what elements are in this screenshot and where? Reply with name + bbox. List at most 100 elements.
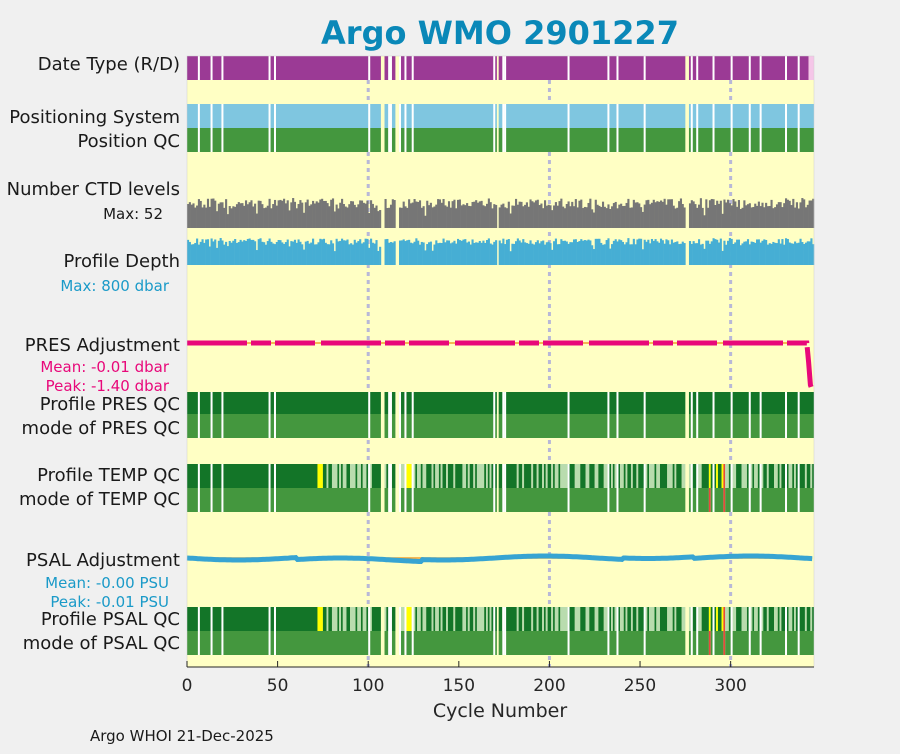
row-profile-depth-bar-268	[672, 242, 675, 265]
row-profile-depth-bar-34	[248, 238, 251, 265]
row-profile-depth-bar-74	[321, 239, 324, 265]
row-position-qc-gap-13	[210, 128, 213, 152]
row-profile-depth-bar-184	[520, 242, 523, 265]
row-positioning-system-gap-111	[388, 104, 391, 128]
row-profile-depth-bar-325	[775, 243, 779, 265]
row-profile-temp-qc-segment-293	[717, 464, 722, 488]
row-ctd-levels-bar-304	[737, 200, 741, 228]
row-ctd-levels-bar-53	[283, 198, 286, 228]
row-mode-pres-qc-segment-121	[406, 414, 497, 438]
row-ctd-levels-bar-175	[504, 207, 507, 228]
row-ctd-levels-bar-199	[547, 204, 550, 228]
row-profile-psal-qc-segment-88	[346, 607, 351, 631]
row-profile-temp-qc-segment-289	[710, 464, 713, 488]
row-ctd-levels-bar-194	[538, 205, 541, 228]
row-ctd-levels-bar-183	[518, 201, 521, 228]
row-profile-depth-bar-304	[737, 239, 741, 265]
data-rows	[187, 56, 815, 655]
label-psal-adjustment: PSAL Adjustment	[26, 550, 180, 571]
row-date-type-segment-0	[187, 56, 381, 80]
row-positioning-system-gap-232	[607, 104, 610, 128]
row-ctd-levels-bar-75	[322, 200, 326, 228]
row-profile-temp-qc-segment-241	[623, 464, 626, 488]
row-date-type-gap-100	[368, 56, 371, 80]
row-mode-pres-qc-gap-210	[567, 414, 570, 438]
row-profile-psal-qc-segment-312	[752, 607, 755, 631]
row-profile-psal-qc-segment-75	[322, 607, 327, 631]
row-profile-psal-qc-segment-253	[645, 607, 648, 631]
row-mode-psal-qc-gap-19	[221, 631, 224, 655]
row-profile-pres-qc-gap-232	[607, 392, 610, 414]
row-profile-psal-qc-segment-345	[812, 607, 814, 631]
row-profile-depth-bar-266	[669, 244, 672, 265]
row-ctd-levels-bar-268	[672, 205, 675, 228]
row-profile-pres-qc-gap-174	[502, 392, 505, 414]
row-profile-depth-bar-90	[350, 243, 353, 265]
row-profile-depth-bar-330	[785, 238, 788, 265]
row-profile-depth-bar-239	[620, 240, 623, 265]
row-ctd-levels-bar-93	[355, 207, 358, 228]
row-ctd-levels-bar-100	[368, 213, 371, 228]
row-profile-temp-qc-segment-167	[489, 464, 492, 488]
row-profile-depth-bar-152	[462, 239, 465, 265]
row-ctd-levels-bar-54	[284, 203, 287, 228]
row-profile-psal-qc-segment-165	[486, 607, 488, 631]
row-positioning-system-gap-330	[785, 104, 788, 128]
row-ctd-levels-bar-92	[353, 204, 356, 228]
row-profile-depth-bar-8	[201, 239, 204, 265]
row-profile-temp-qc-gap-290	[712, 464, 715, 488]
row-profile-temp-qc-segment-230	[603, 464, 608, 488]
row-ctd-levels-bar-154	[466, 203, 469, 228]
row-ctd-levels-bar-200	[549, 205, 552, 228]
row-ctd-levels-bar-98	[364, 203, 367, 228]
row-ctd-levels-bar-239	[620, 203, 623, 228]
row-ctd-levels-bar-305	[739, 209, 742, 228]
row-ctd-levels-bar-118	[400, 207, 403, 228]
row-profile-depth-bar-253	[645, 241, 648, 265]
row-profile-depth-bar-53	[283, 243, 286, 265]
row-profile-depth-bar-168	[491, 244, 494, 265]
row-ctd-levels-bar-113	[391, 199, 394, 228]
row-date-type-gap-337	[797, 56, 800, 80]
row-profile-psal-qc-segment-137	[435, 607, 439, 631]
row-ctd-levels-bar-310	[748, 203, 751, 228]
row-mode-pres-qc-gap-330	[785, 414, 788, 438]
row-profile-depth-bar-272	[679, 243, 683, 265]
row-profile-psal-qc-gap-252	[643, 607, 646, 631]
row-positioning-system-gap-112	[389, 104, 392, 128]
row-ctd-levels-bar-80	[331, 198, 335, 228]
row-mode-pres-qc-gap-232	[607, 414, 610, 438]
row-profile-depth-bar-308	[745, 241, 748, 265]
x-tick-label-300: 300	[714, 676, 746, 696]
row-profile-depth-bar-127	[417, 240, 420, 265]
row-profile-psal-qc-segment-295	[721, 607, 724, 631]
row-ctd-levels-bar-66	[306, 199, 309, 228]
row-ctd-levels-bar-204	[556, 205, 559, 228]
row-profile-depth-bar-128	[418, 244, 422, 265]
row-profile-temp-qc-segment-253	[645, 464, 648, 488]
row-profile-temp-qc-gap-45	[268, 464, 271, 488]
row-profile-depth-bar-67	[308, 243, 311, 265]
x-tick-label-0: 0	[182, 676, 193, 696]
row-profile-depth-bar-6	[197, 244, 200, 265]
row-profile-temp-qc-segment-197	[543, 464, 546, 488]
row-ctd-levels-bar-11	[206, 198, 210, 228]
row-position-qc-gap-310	[748, 128, 751, 152]
row-profile-depth-bar-327	[779, 243, 782, 265]
row-profile-psal-qc-segment-327	[779, 607, 782, 631]
row-profile-pres-qc-gap-111	[388, 392, 391, 414]
row-ctd-levels-bar-192	[534, 200, 538, 228]
row-profile-temp-qc-segment-135	[431, 464, 434, 488]
row-profile-temp-qc-segment-341	[804, 464, 807, 488]
row-profile-psal-qc-segment-202	[553, 607, 555, 631]
row-profile-temp-qc-gap-169	[493, 464, 496, 488]
row-profile-depth-bar-193	[536, 240, 539, 265]
row-profile-temp-qc-segment-248	[636, 464, 639, 488]
row-profile-depth-bar-344	[810, 238, 813, 265]
row-ctd-levels-bar-208	[563, 208, 567, 228]
row-ctd-levels-bar-160	[476, 202, 480, 228]
row-ctd-levels-bar-145	[449, 207, 452, 228]
row-profile-psal-qc-segment-292	[716, 607, 718, 631]
row-date-type	[187, 56, 814, 80]
